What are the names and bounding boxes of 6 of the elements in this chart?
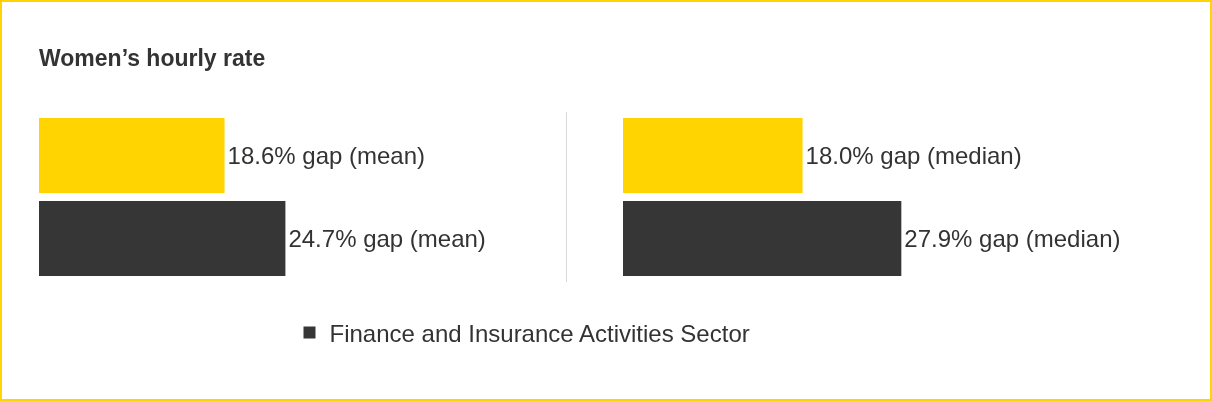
chart-title: Women’s hourly rate [39, 45, 266, 72]
legend-label: Finance and Insurance Activities Sector [329, 319, 750, 347]
data-label: 18.6% gap (mean) [227, 142, 426, 170]
data-label: 18.0% gap (median) [805, 142, 1022, 170]
data-label: 27.9% gap (median) [904, 224, 1121, 252]
data-label: 24.7% gap (mean) [288, 224, 486, 252]
